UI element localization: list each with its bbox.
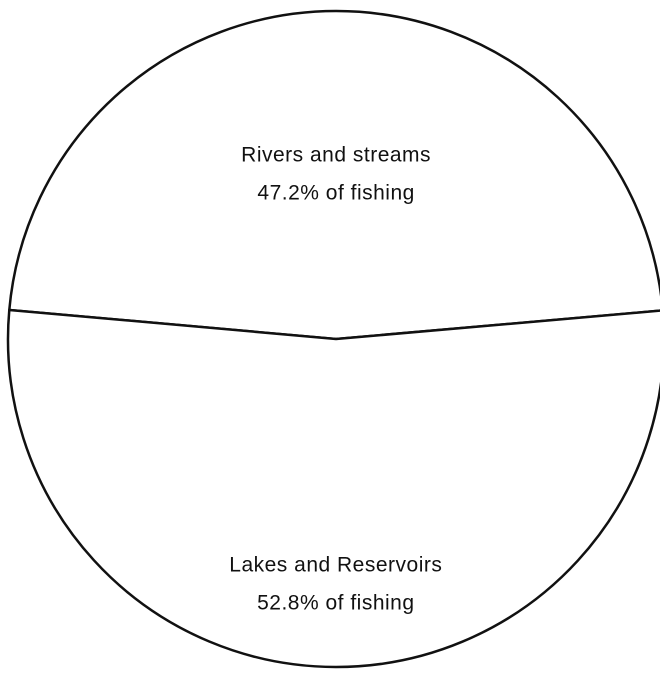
pie-slice <box>6 308 660 669</box>
pie-slice <box>8 9 660 341</box>
slice-value-label: 47.2% of fishing <box>257 182 414 205</box>
slice-label: Rivers and streams <box>241 144 431 167</box>
slice-value-label: 52.8% of fishing <box>257 592 414 615</box>
slice-label: Lakes and Reservoirs <box>229 554 442 577</box>
